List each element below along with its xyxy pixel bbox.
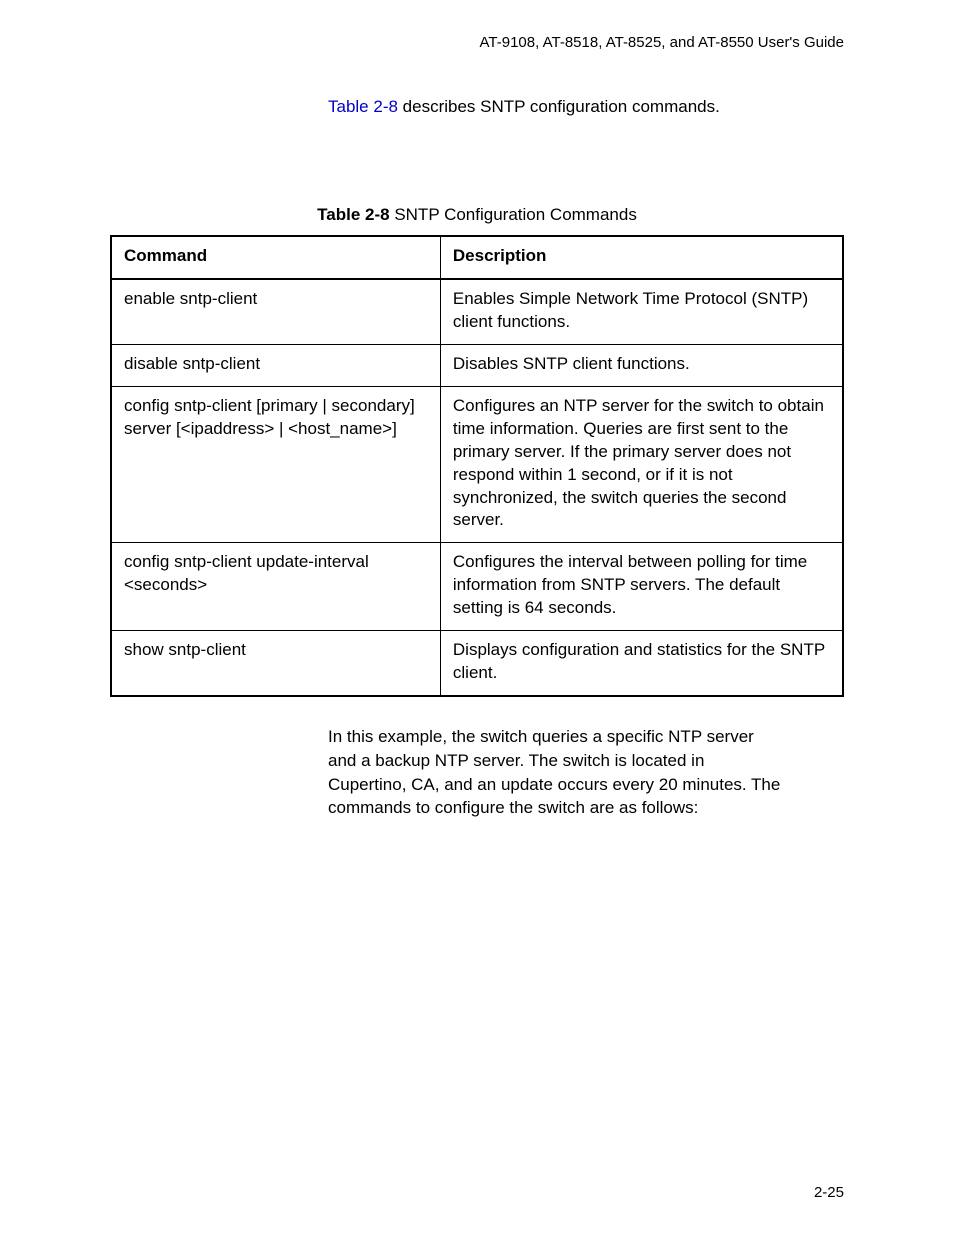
table-row: config sntp-client update-interval <seco… [111, 543, 843, 631]
table-row: config sntp-client [primary | secondary]… [111, 386, 843, 543]
column-header-command: Command [111, 236, 440, 279]
table-row: enable sntp-client Enables Simple Networ… [111, 279, 843, 344]
cell-description: Displays configuration and statistics fo… [440, 631, 843, 696]
table-row: show sntp-client Displays configuration … [111, 631, 843, 696]
sntp-commands-table: Command Description enable sntp-client E… [110, 235, 844, 697]
cell-command: show sntp-client [111, 631, 440, 696]
cell-command: disable sntp-client [111, 344, 440, 386]
cell-description: Configures the interval between polling … [440, 543, 843, 631]
example-paragraph: In this example, the switch queries a sp… [328, 725, 784, 820]
document-page: AT-9108, AT-8518, AT-8525, and AT-8550 U… [0, 0, 954, 820]
header-guide-title: AT-9108, AT-8518, AT-8525, and AT-8550 U… [110, 34, 844, 51]
intro-rest: describes SNTP configuration commands. [398, 97, 720, 116]
cell-description: Disables SNTP client functions. [440, 344, 843, 386]
table-caption: Table 2-8 SNTP Configuration Commands [110, 205, 844, 225]
table-caption-number: Table 2-8 [317, 205, 389, 224]
table-header-row: Command Description [111, 236, 843, 279]
column-header-description: Description [440, 236, 843, 279]
intro-sentence: Table 2-8 describes SNTP configuration c… [328, 97, 844, 117]
cell-command: config sntp-client [primary | secondary]… [111, 386, 440, 543]
table-reference-link[interactable]: Table 2-8 [328, 97, 398, 116]
table-row: disable sntp-client Disables SNTP client… [111, 344, 843, 386]
page-number: 2-25 [814, 1184, 844, 1201]
cell-description: Configures an NTP server for the switch … [440, 386, 843, 543]
cell-description: Enables Simple Network Time Protocol (SN… [440, 279, 843, 344]
table-caption-title: SNTP Configuration Commands [390, 205, 637, 224]
cell-command: enable sntp-client [111, 279, 440, 344]
cell-command: config sntp-client update-interval <seco… [111, 543, 440, 631]
